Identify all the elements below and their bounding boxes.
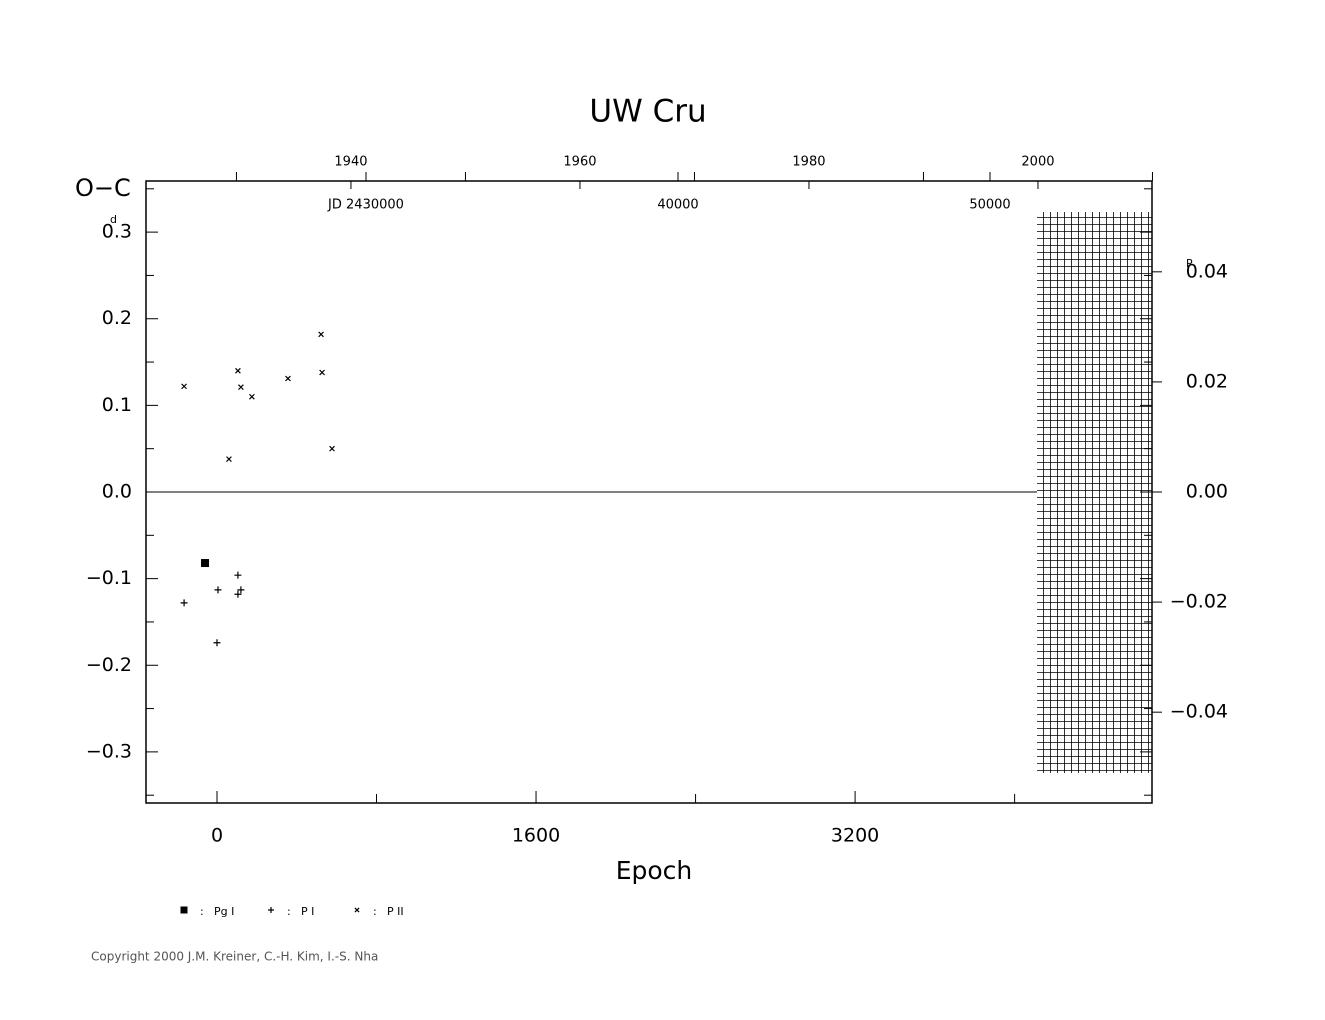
year-tick-label: 2000 — [1021, 155, 1054, 170]
y-tick-label: 0.3 — [102, 221, 132, 243]
data-point — [285, 375, 291, 382]
x-tick-label: 3200 — [831, 825, 879, 847]
legend-label: Pg I — [214, 905, 234, 918]
y2-tick-label: −0.04 — [1170, 701, 1228, 723]
x-axis-label: Epoch — [616, 856, 693, 885]
data-point — [201, 559, 210, 568]
y2-tick-label: 0.02 — [1186, 370, 1228, 392]
y-tick-label: −0.2 — [86, 654, 132, 676]
y2-tick-label: 0.04 — [1186, 260, 1228, 282]
data-point — [329, 445, 335, 452]
y-unit: d — [110, 213, 117, 226]
data-point — [319, 369, 325, 376]
data-point — [234, 571, 242, 579]
data-point — [238, 384, 244, 391]
x-tick-label: 1600 — [512, 825, 560, 847]
year-tick-label: 1980 — [792, 155, 825, 170]
data-point — [226, 456, 232, 462]
data-point — [234, 590, 242, 598]
legend-separator: : — [287, 905, 291, 918]
y-tick-label: −0.3 — [86, 740, 132, 762]
legend-separator: : — [373, 905, 377, 918]
data-point — [213, 639, 221, 647]
legend-label: P II — [387, 905, 404, 918]
legend-marker — [354, 907, 360, 913]
y-tick-label: 0.2 — [102, 307, 132, 329]
x-tick-label: 0 — [211, 825, 223, 847]
year-tick-label: 1940 — [334, 155, 367, 170]
y2-tick-label: 0.00 — [1186, 481, 1228, 503]
data-point — [214, 586, 222, 594]
data-point — [237, 586, 245, 594]
data-point — [235, 367, 241, 374]
data-point — [249, 393, 255, 400]
y-tick-label: 0.0 — [102, 481, 132, 503]
legend-separator: : — [200, 905, 204, 918]
data-point — [180, 599, 188, 607]
legend-marker — [268, 907, 274, 913]
jd-tick-label: 50000 — [969, 198, 1010, 213]
legend-marker — [180, 906, 188, 914]
jd-tick-label: 40000 — [657, 198, 698, 213]
year-tick-label: 1960 — [563, 155, 596, 170]
hatch-region — [1037, 212, 1152, 773]
jd-tick-label: JD 2430000 — [327, 198, 404, 213]
y-tick-label: 0.1 — [102, 394, 132, 416]
y-axis-label: O−C — [75, 174, 131, 202]
y2-unit: P — [1186, 257, 1193, 270]
y-tick-label: −0.1 — [86, 567, 132, 589]
legend-label: P I — [301, 905, 314, 918]
data-point — [318, 331, 324, 338]
chart-title: UW Cru — [589, 94, 706, 130]
copyright: Copyright 2000 J.M. Kreiner, C.-H. Kim, … — [91, 950, 378, 964]
data-point — [181, 383, 187, 390]
y2-tick-label: −0.02 — [1170, 591, 1228, 613]
